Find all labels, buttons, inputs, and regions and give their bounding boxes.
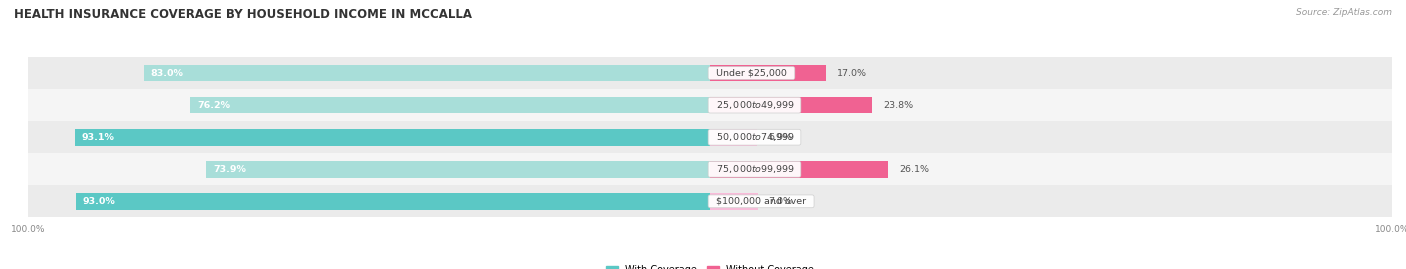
Text: $25,000 to $49,999: $25,000 to $49,999 [710, 99, 799, 111]
Bar [75, 129, 710, 146]
Text: $75,000 to $99,999: $75,000 to $99,999 [710, 163, 799, 175]
Text: 93.0%: 93.0% [83, 197, 115, 206]
Bar [710, 129, 756, 146]
Bar [710, 97, 872, 114]
Text: 6.9%: 6.9% [768, 133, 792, 142]
Bar [28, 153, 1392, 185]
Text: 76.2%: 76.2% [197, 101, 231, 109]
Bar [143, 65, 710, 82]
Bar [710, 193, 758, 210]
Text: $50,000 to $74,999: $50,000 to $74,999 [710, 131, 799, 143]
Text: 73.9%: 73.9% [212, 165, 246, 174]
Text: $100,000 and over: $100,000 and over [710, 197, 813, 206]
Bar [28, 121, 1392, 153]
Bar [710, 161, 889, 178]
Bar [710, 65, 825, 82]
Text: 83.0%: 83.0% [150, 69, 184, 77]
Bar [28, 185, 1392, 217]
Text: Under $25,000: Under $25,000 [710, 69, 793, 77]
Text: 26.1%: 26.1% [898, 165, 929, 174]
Bar [28, 89, 1392, 121]
Text: 17.0%: 17.0% [837, 69, 868, 77]
Text: 7.0%: 7.0% [769, 197, 793, 206]
Text: Source: ZipAtlas.com: Source: ZipAtlas.com [1296, 8, 1392, 17]
Text: HEALTH INSURANCE COVERAGE BY HOUSEHOLD INCOME IN MCCALLA: HEALTH INSURANCE COVERAGE BY HOUSEHOLD I… [14, 8, 472, 21]
Bar [190, 97, 710, 114]
Bar [28, 57, 1392, 89]
Legend: With Coverage, Without Coverage: With Coverage, Without Coverage [602, 261, 818, 269]
Bar [207, 161, 710, 178]
Bar [76, 193, 710, 210]
Text: 93.1%: 93.1% [82, 133, 115, 142]
Text: 23.8%: 23.8% [883, 101, 914, 109]
